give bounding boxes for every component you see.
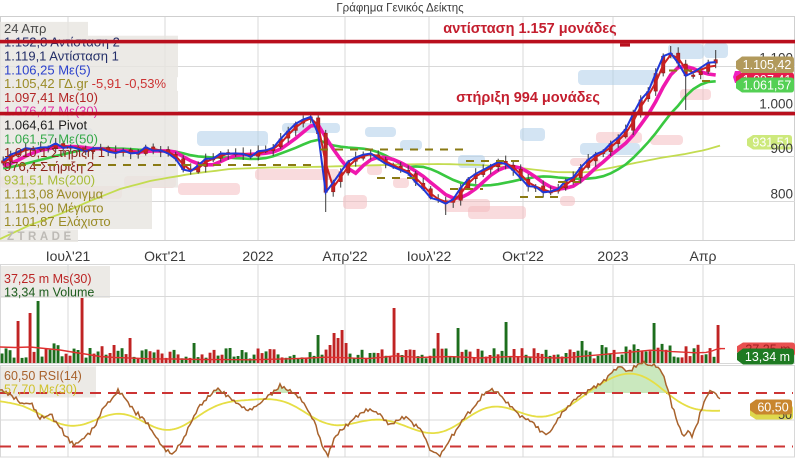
svg-text:57,70 Με(30): 57,70 Με(30) <box>4 383 77 397</box>
svg-text:2022: 2022 <box>242 248 273 264</box>
svg-text:1.105,42 ΓΔ.gr -5,91 -0,53%: 1.105,42 ΓΔ.gr -5,91 -0,53% <box>4 76 167 91</box>
svg-text:Γράφημα Γενικός Δείκτης: Γράφημα Γενικός Δείκτης <box>336 3 464 15</box>
svg-text:1.115,90 Μέγιστο: 1.115,90 Μέγιστο <box>4 200 103 215</box>
svg-text:37,25 m Ms(30): 37,25 m Ms(30) <box>4 272 92 286</box>
svg-text:ZTRADE: ZTRADE <box>7 231 75 243</box>
svg-text:13,34 m Volume: 13,34 m Volume <box>4 286 94 300</box>
svg-text:1.097,41 Με(10): 1.097,41 Με(10) <box>4 90 98 105</box>
svg-text:900: 900 <box>770 141 793 156</box>
svg-text:1.076,47 Με(30): 1.076,47 Με(30) <box>4 104 98 119</box>
svg-text:1.113,08 Άνοιγμα: 1.113,08 Άνοιγμα <box>4 187 104 202</box>
svg-text:1.010,1 Στήριξη 1: 1.010,1 Στήριξη 1 <box>4 145 105 160</box>
svg-text:60,50 RSI(14): 60,50 RSI(14) <box>4 369 82 383</box>
svg-text:Απρ'22: Απρ'22 <box>322 248 367 264</box>
svg-text:1.061,57 Με(50): 1.061,57 Με(50) <box>4 131 98 146</box>
svg-text:976,4 Στήριξη 2: 976,4 Στήριξη 2 <box>4 159 94 174</box>
svg-text:1.119,1 Αντίσταση 1: 1.119,1 Αντίσταση 1 <box>4 49 119 64</box>
svg-text:Οκτ'21: Οκτ'21 <box>144 248 186 264</box>
svg-text:60,50: 60,50 <box>757 400 788 414</box>
svg-text:2023: 2023 <box>597 248 628 264</box>
svg-text:13,34 m: 13,34 m <box>745 350 790 364</box>
svg-text:931,51: 931,51 <box>752 136 790 150</box>
svg-text:1.101,87 Ελάχιστο: 1.101,87 Ελάχιστο <box>4 214 111 229</box>
svg-text:931,51 Ms(200): 931,51 Ms(200) <box>4 173 95 188</box>
svg-text:στήριξη 994 μονάδες: στήριξη 994 μονάδες <box>456 90 600 106</box>
svg-text:24 Απρ: 24 Απρ <box>4 21 46 36</box>
svg-text:Απρ: Απρ <box>690 248 717 264</box>
svg-text:1.106,25 Με(5): 1.106,25 Με(5) <box>4 62 91 77</box>
svg-text:Ιουλ'21: Ιουλ'21 <box>46 248 91 264</box>
svg-text:Ιουλ'22: Ιουλ'22 <box>407 248 452 264</box>
svg-text:1.105,42: 1.105,42 <box>743 58 792 72</box>
svg-text:1.000: 1.000 <box>759 97 793 112</box>
svg-text:1.061,57: 1.061,57 <box>743 78 792 92</box>
svg-text:αντίσταση 1.157 μονάδες: αντίσταση 1.157 μονάδες <box>443 21 616 37</box>
svg-text:Οκτ'22: Οκτ'22 <box>502 248 544 264</box>
svg-text:1.064,61 Pivot: 1.064,61 Pivot <box>4 118 88 133</box>
svg-text:800: 800 <box>770 187 793 202</box>
